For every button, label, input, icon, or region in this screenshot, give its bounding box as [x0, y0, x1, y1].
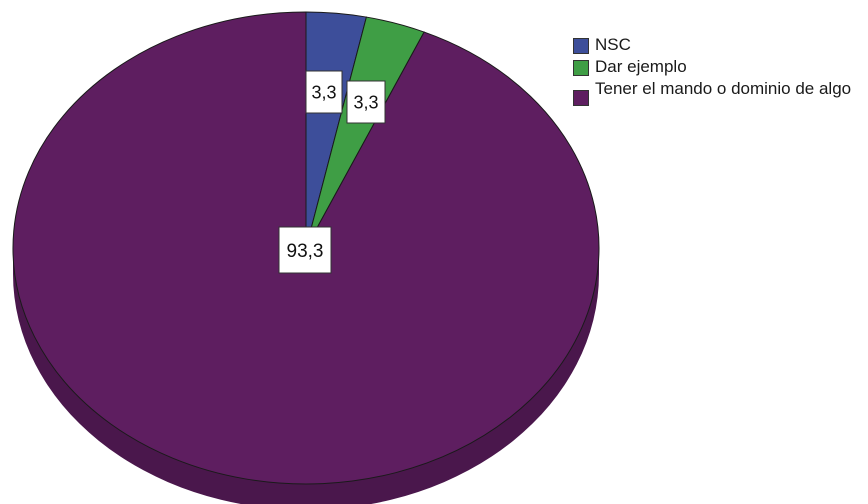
- legend-label-dar-ejemplo: Dar ejemplo: [595, 57, 687, 76]
- legend-swatch-nsc: [573, 38, 589, 54]
- legend-label-nsc: NSC: [595, 35, 631, 54]
- legend-item-dar-ejemplo: Dar ejemplo: [571, 58, 863, 76]
- data-label-dar-ejemplo: 3,3: [346, 80, 386, 124]
- legend-item-tener-el-mando: Tener el mando o dominio de algo: [571, 79, 863, 106]
- legend-label-tener-el-mando: Tener el mando o dominio de algo: [595, 79, 852, 98]
- legend-swatch-dar-ejemplo: [573, 60, 589, 76]
- data-label-tener-el-mando-text: 93,3: [287, 241, 324, 262]
- data-label-dar-ejemplo-box: [346, 80, 386, 124]
- legend-swatch-tener-el-mando: [573, 90, 589, 106]
- legend: NSC Dar ejemplo Tener el mando o dominio…: [571, 36, 863, 106]
- data-label-nsc: 3,3: [305, 70, 343, 114]
- legend-item-nsc: NSC: [571, 36, 863, 54]
- data-label-tener-el-mando: 93,3: [278, 226, 332, 274]
- data-label-nsc-text: 3,3: [311, 82, 336, 102]
- data-label-dar-ejemplo-text: 3,3: [353, 92, 378, 112]
- data-label-tener-el-mando-box: [278, 226, 332, 274]
- data-label-nsc-box: [305, 70, 343, 114]
